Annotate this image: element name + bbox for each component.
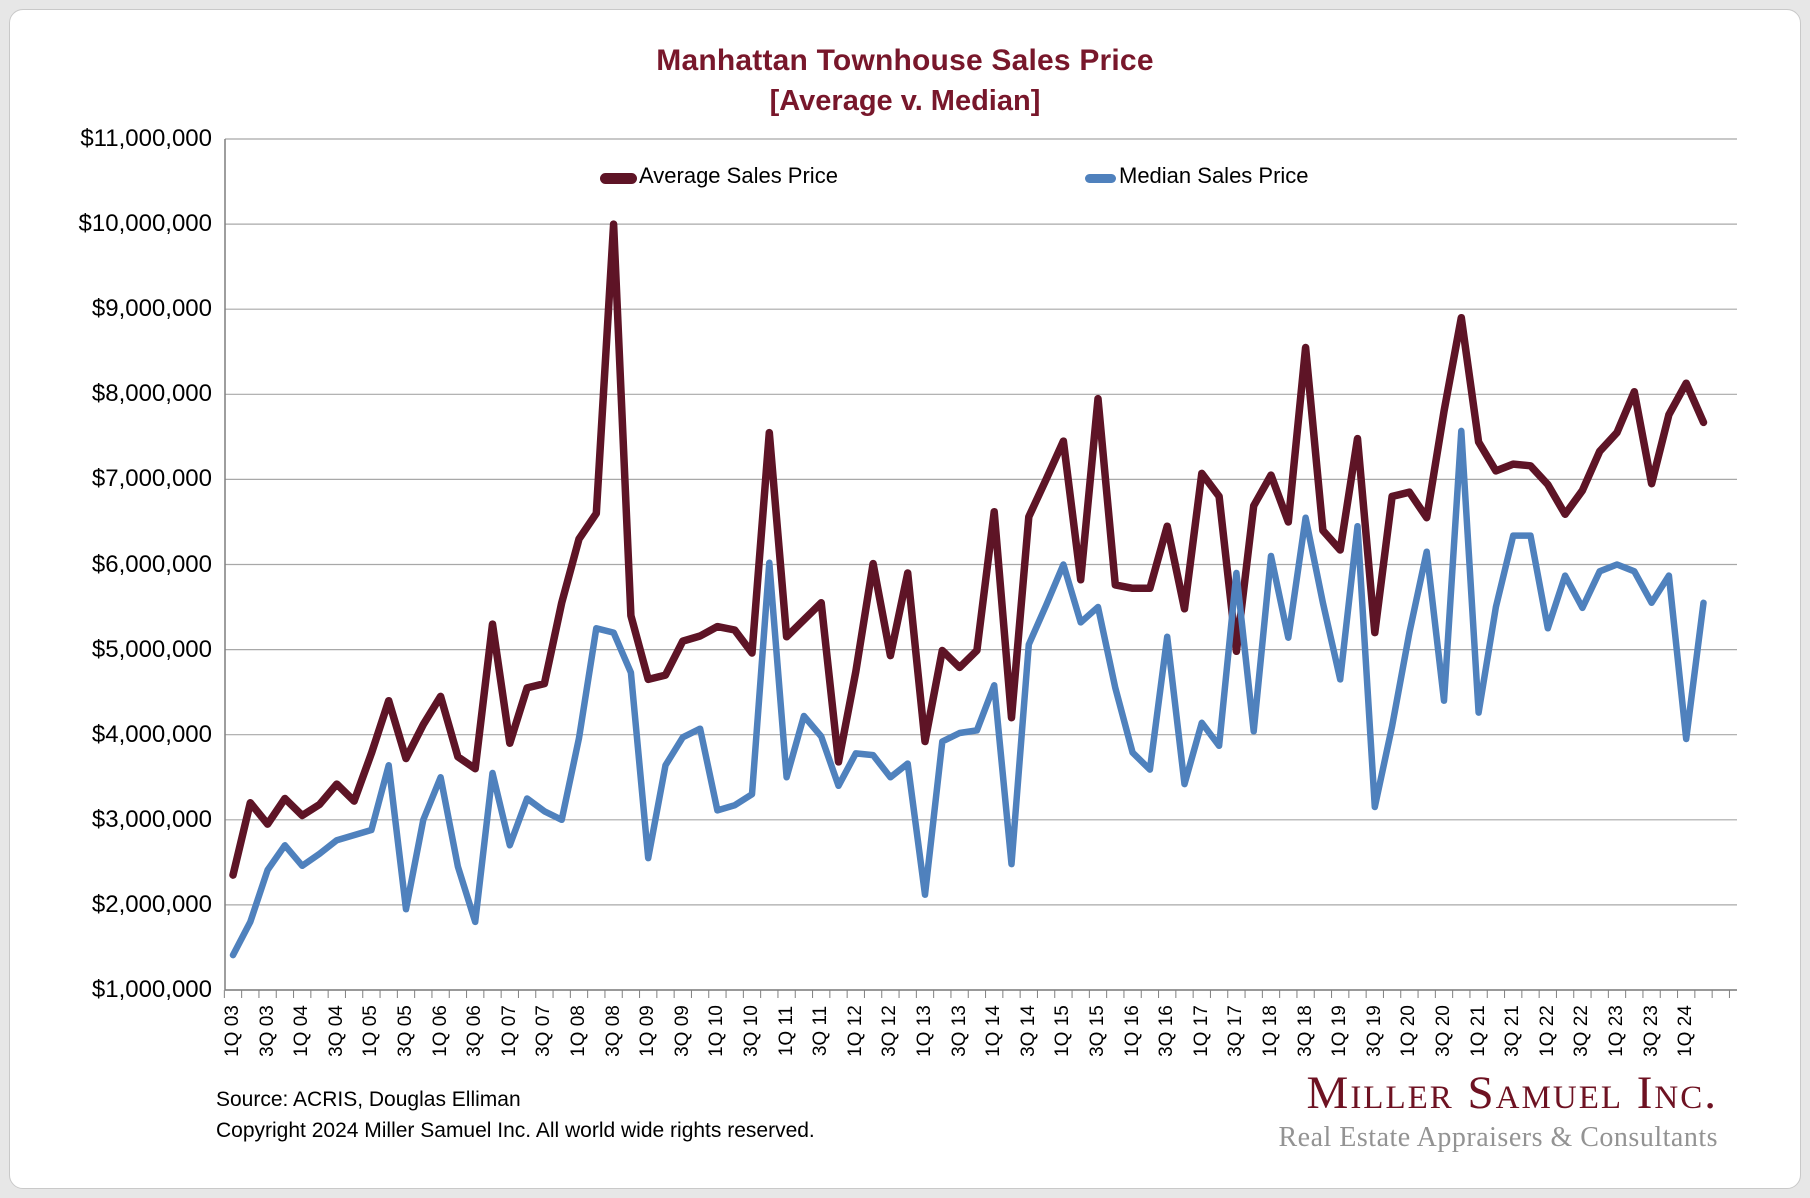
x-axis-label: 3Q 18 [1294,1005,1316,1057]
x-axis-label: 3Q 06 [464,1005,486,1057]
brand-block: Miller Samuel Inc. Real Estate Appraiser… [1279,1066,1719,1154]
brand-logo: Miller Samuel Inc. [1306,1067,1718,1119]
y-axis-label: $8,000,000 [91,380,212,408]
x-axis-label: 1Q 04 [291,1005,313,1057]
x-axis-label: 3Q 12 [879,1005,901,1057]
x-axis-label: 1Q 21 [1467,1005,1489,1057]
x-axis-label: 1Q 24 [1675,1005,1697,1057]
x-axis-label: 1Q 08 [568,1005,589,1057]
average-series-line [229,220,1708,879]
x-axis-ticks [223,990,1730,998]
average-legend-label: Average Sales Price [639,163,838,188]
y-axis-label: $2,000,000 [91,890,212,918]
axis-lines [224,139,1737,991]
x-axis-label: 3Q 07 [533,1005,555,1057]
median-legend-label: Median Sales Price [1119,163,1309,188]
x-axis-label: 1Q 09 [637,1005,659,1057]
x-axis-label: 3Q 15 [1087,1005,1108,1057]
chart-subtitle: [Average v. Median] [769,85,1041,117]
median-series-line [229,427,1707,959]
y-axis-label: $11,000,000 [80,125,212,152]
grid-lines [225,138,1737,991]
y-axis-label: $7,000,000 [91,465,212,493]
x-axis-label: 1Q 17 [1190,1005,1212,1057]
median-legend-swatch-icon [1085,174,1116,183]
brand-tagline: Real Estate Appraisers & Consultants [1278,1122,1718,1153]
x-axis-label: 3Q 17 [1225,1005,1247,1057]
x-axis-label: 1Q 03 [222,1005,243,1057]
x-axis-label: 3Q 23 [1640,1005,1662,1057]
y-axis-label: $9,000,000 [91,295,212,323]
y-axis-label: $10,000,000 [78,210,212,238]
y-axis-label: $5,000,000 [91,635,212,663]
x-axis-label: 3Q 13 [948,1005,970,1057]
x-axis-label: 3Q 10 [741,1005,762,1057]
x-axis-label: 1Q 18 [1260,1005,1281,1057]
x-axis-label: 1Q 07 [498,1005,520,1057]
x-axis-label: 3Q 04 [325,1005,347,1057]
x-axis-label: 1Q 13 [914,1005,935,1057]
x-axis-label: 3Q 11 [810,1005,832,1057]
x-axis-label: 1Q 19 [1329,1005,1351,1057]
chart-title-block: Manhattan Townhouse Sales Price [Average… [0,44,1810,118]
copyright-note: Copyright 2024 Miller Samuel Inc. All wo… [216,1119,815,1142]
x-axis-label: 1Q 05 [360,1005,382,1057]
y-axis-label: $3,000,000 [91,805,212,833]
source-note: Source: ACRIS, Douglas Elliman [216,1088,521,1111]
x-axis-label: 3Q 08 [602,1005,624,1057]
y-axis-label: $4,000,000 [91,720,212,748]
series-lines [229,220,1708,959]
x-axis-label: 1Q 14 [983,1005,1005,1057]
average-legend-swatch-icon [600,173,637,184]
x-axis-label: 1Q 12 [844,1005,866,1057]
x-axis-label: 1Q 11 [775,1005,797,1057]
x-axis-label: 3Q 21 [1502,1005,1524,1057]
x-axis-label: 3Q 16 [1156,1005,1178,1057]
x-axis-label: 1Q 10 [706,1005,728,1057]
x-axis-label: 1Q 23 [1606,1005,1627,1057]
x-axis-label: 3Q 20 [1433,1005,1454,1057]
x-axis-label: 1Q 22 [1536,1005,1558,1057]
x-axis-label: 1Q 06 [429,1005,451,1057]
x-axis-label: 3Q 14 [1017,1005,1039,1057]
x-axis-label: 3Q 03 [256,1005,278,1057]
x-axis-label: 3Q 19 [1363,1005,1385,1057]
x-axis-label: 3Q 22 [1571,1005,1593,1057]
x-axis-label: 3Q 09 [671,1005,693,1057]
x-axis-label: 1Q 16 [1121,1005,1143,1057]
x-axis-label: 1Q 20 [1398,1005,1420,1057]
x-axis-label: 3Q 05 [395,1005,416,1057]
x-axis-label: 1Q 15 [1052,1005,1074,1057]
y-axis-label: $1,000,000 [91,976,212,1003]
y-axis-label: $6,000,000 [91,550,212,578]
chart-title: Manhattan Townhouse Sales Price [656,44,1154,77]
